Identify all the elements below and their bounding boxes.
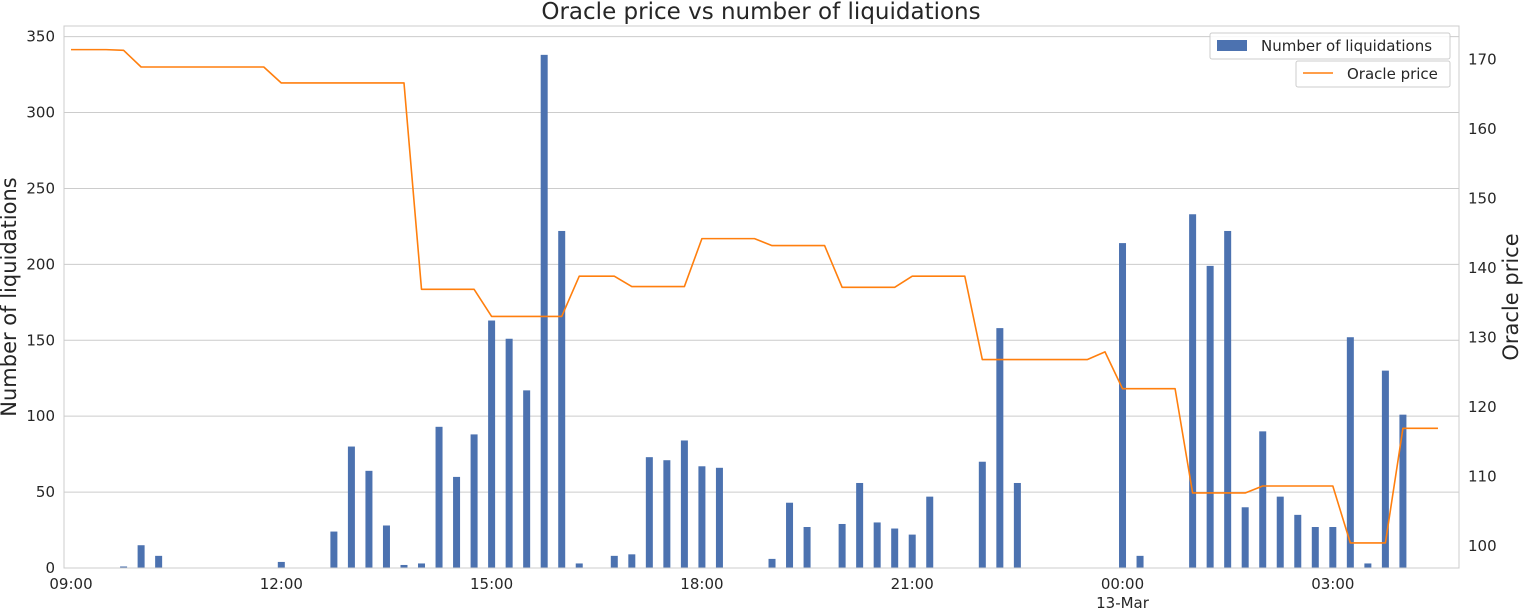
chart-title: Oracle price vs number of liquidations [541, 0, 980, 25]
y-tick-label-250: 250 [26, 179, 55, 197]
y2-tick-label-140: 140 [1468, 259, 1497, 277]
legend-label-oracle-price: Oracle price [1347, 65, 1438, 83]
y2-tick-label-110: 110 [1468, 467, 1497, 485]
bar-41 [1206, 265, 1214, 568]
x-tick-label-0000: 00:00 [1101, 575, 1144, 593]
bar-11 [453, 476, 461, 568]
bar-9 [418, 563, 426, 568]
bar-20 [628, 554, 636, 568]
x-tick-label-1800: 18:00 [680, 575, 723, 593]
bar-16 [540, 54, 548, 569]
y-tick-label-150: 150 [26, 331, 55, 349]
legend-swatch-number-of-liquidations [1217, 40, 1247, 51]
bar-3 [277, 561, 285, 568]
oracle-price-line-group [71, 48, 1438, 544]
bar-0 [120, 566, 128, 568]
bar-42 [1224, 230, 1232, 568]
left-axis-ticks: 0 50 100 150 200 250 300 350 [26, 28, 55, 577]
bar-47 [1311, 527, 1319, 568]
bar-18 [575, 563, 583, 568]
bar-31 [873, 522, 881, 568]
y-tick-label-200: 200 [26, 255, 55, 273]
x-tick-label-1200: 12:00 [260, 575, 303, 593]
bar-35 [978, 461, 986, 568]
bars-number-of-liquidations [120, 54, 1407, 569]
y-tick-label-350: 350 [26, 28, 55, 46]
right-axis-ticks: 100 110 120 130 140 150 160 170 [1468, 50, 1497, 554]
bar-32 [891, 528, 899, 568]
bar-26 [768, 558, 776, 568]
bar-30 [856, 482, 864, 568]
plot-frame [63, 25, 1460, 569]
bar-45 [1276, 496, 1284, 568]
bar-36 [996, 328, 1004, 568]
y2-tick-label-170: 170 [1468, 50, 1497, 68]
bar-2 [155, 555, 163, 568]
y2-tick-label-100: 100 [1468, 537, 1497, 555]
bar-8 [400, 564, 408, 568]
gridlines [64, 36, 1459, 493]
x-tick-label-0900: 09:00 [49, 575, 92, 593]
y2-axis-title: Oracle price [1499, 233, 1523, 360]
bar-33 [908, 534, 916, 568]
y-axis-title: Number of liquidations [0, 177, 21, 416]
bar-17 [558, 230, 566, 568]
bar-51 [1381, 370, 1389, 568]
y-tick-label-0: 0 [45, 559, 55, 577]
y-tick-label-300: 300 [26, 104, 55, 122]
bar-27 [786, 502, 794, 568]
bar-7 [382, 525, 390, 568]
legend-box-line [1295, 60, 1451, 88]
bar-14 [505, 338, 513, 568]
bar-49 [1346, 337, 1354, 568]
y-tick-label-100: 100 [26, 407, 55, 425]
bar-40 [1189, 214, 1197, 568]
bar-43 [1241, 507, 1249, 568]
bar-39 [1136, 555, 1144, 568]
bar-15 [523, 390, 531, 568]
y2-tick-label-150: 150 [1468, 189, 1497, 207]
bar-50 [1364, 563, 1372, 568]
x-tick-sublabel: 13-Mar [1096, 594, 1150, 610]
bar-5 [347, 446, 355, 568]
bar-6 [365, 470, 373, 568]
bar-25 [715, 467, 723, 568]
bar-38 [1119, 243, 1127, 568]
bar-52 [1399, 414, 1407, 568]
legend: Number of liquidations Oracle price [1209, 32, 1451, 88]
bar-1 [137, 545, 145, 568]
bar-4 [330, 531, 338, 568]
bar-34 [926, 496, 934, 568]
bar-12 [470, 434, 478, 568]
bar-13 [488, 320, 496, 568]
y2-tick-label-160: 160 [1468, 120, 1497, 138]
x-tick-label-0300: 03:00 [1311, 575, 1354, 593]
bar-24 [698, 466, 706, 568]
bar-28 [803, 527, 811, 568]
y2-tick-label-120: 120 [1468, 398, 1497, 416]
oracle-price-line [71, 48, 1438, 544]
bar-29 [838, 523, 846, 568]
bar-21 [645, 457, 653, 568]
x-tick-label-1500: 15:00 [470, 575, 513, 593]
bar-44 [1259, 431, 1267, 568]
bar-19 [610, 555, 618, 568]
y2-tick-label-130: 130 [1468, 328, 1497, 346]
x-tick-label-2100: 21:00 [891, 575, 934, 593]
y-tick-label-50: 50 [36, 483, 55, 501]
bar-23 [680, 440, 688, 568]
legend-label-number-of-liquidations: Number of liquidations [1261, 37, 1432, 55]
bar-48 [1329, 527, 1337, 568]
legend-box-bars [1209, 32, 1451, 60]
bar-46 [1294, 514, 1302, 568]
bar-22 [663, 460, 671, 568]
bar-37 [1013, 482, 1021, 568]
bar-10 [435, 426, 443, 568]
